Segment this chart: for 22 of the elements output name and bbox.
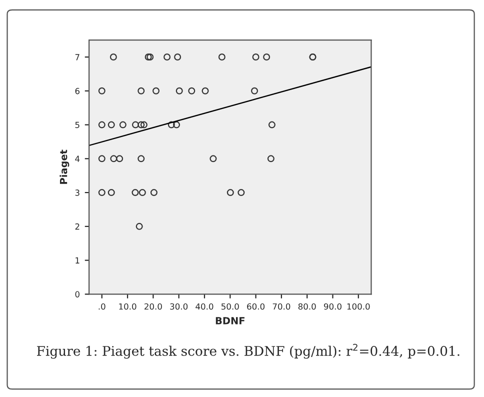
x-tick-label: 30.0: [170, 303, 188, 310]
x-tick-label: 70.0: [272, 303, 290, 310]
y-tick-label: 4: [75, 156, 80, 162]
x-tick-label: 80.0: [298, 303, 316, 310]
caption: Figure 1: Piaget task score vs. BDNF (pg/ml): r$^{2}$=0.44, p=0.01.: [37, 344, 460, 359]
x-tick-label: 90.0: [324, 303, 342, 310]
x-tick-label: 100.0: [347, 303, 370, 310]
x-tick-label: 60.0: [247, 303, 265, 310]
y-tick-label: 1: [76, 257, 80, 264]
y-tick-label: 0: [75, 291, 80, 298]
y-tick-label: 7: [75, 54, 80, 60]
x-tick-label: .0: [98, 303, 106, 310]
y-tick-label: 2: [75, 223, 80, 230]
x-tick-label: 10.0: [119, 303, 136, 310]
y-tick-label: 3: [75, 190, 80, 196]
x-tick-label: 20.0: [144, 303, 162, 310]
x-tick-label: 40.0: [196, 303, 214, 310]
x-axis-title: BDNF: [216, 317, 244, 324]
x-tick-label: 50.0: [222, 303, 239, 310]
y-tick-label: 6: [75, 88, 80, 94]
y-axis-title: Piaget: [60, 150, 70, 184]
y-tick-label: 5: [75, 122, 80, 128]
